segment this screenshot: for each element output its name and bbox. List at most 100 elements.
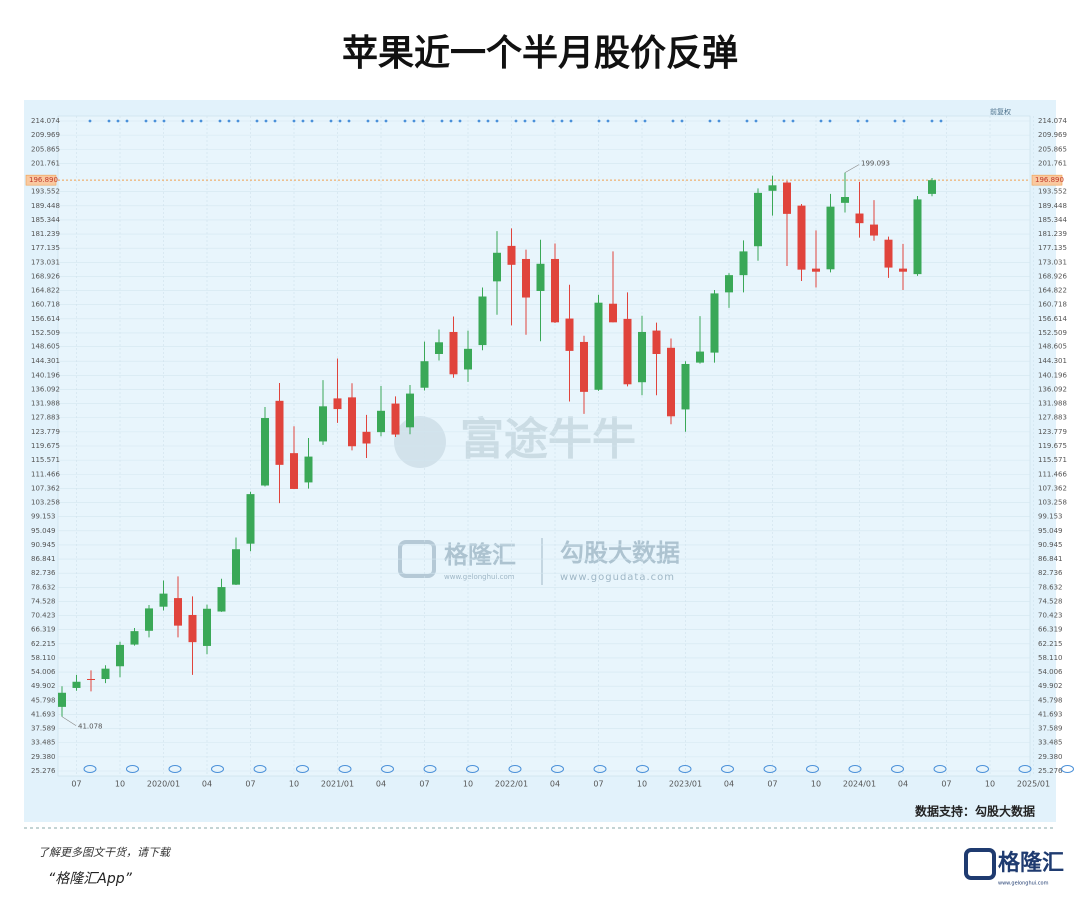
event-dot[interactable] [680, 119, 684, 123]
event-dot[interactable] [569, 119, 573, 123]
event-dot[interactable] [403, 119, 407, 123]
event-dot[interactable] [634, 119, 638, 123]
event-dot[interactable] [708, 119, 712, 123]
event-dot[interactable] [421, 119, 425, 123]
last-price-box [1031, 174, 1063, 186]
event-icon[interactable] [891, 765, 904, 773]
event-icon[interactable] [806, 765, 819, 773]
event-icon[interactable] [466, 765, 479, 773]
event-icon[interactable] [848, 765, 862, 773]
event-dot[interactable] [310, 119, 314, 123]
event-dot[interactable] [865, 119, 869, 123]
event-dot[interactable] [125, 119, 129, 123]
y-tick-label: 201.761 [31, 159, 60, 167]
event-dot[interactable] [782, 119, 786, 123]
event-dot[interactable] [745, 119, 749, 123]
event-dot[interactable] [384, 119, 388, 123]
event-dot[interactable] [144, 119, 148, 123]
event-dot[interactable] [236, 119, 240, 123]
event-dot[interactable] [606, 119, 610, 123]
event-dot[interactable] [930, 119, 934, 123]
event-dot[interactable] [532, 119, 536, 123]
event-icon[interactable] [763, 765, 777, 773]
event-dot[interactable] [902, 119, 906, 123]
event-icon[interactable] [636, 765, 649, 773]
candle-body [406, 393, 414, 428]
event-dot[interactable] [227, 119, 231, 123]
event-dot[interactable] [329, 119, 333, 123]
event-dot[interactable] [819, 119, 823, 123]
event-dot[interactable] [939, 119, 943, 123]
y-tick-label: 33.485 [1038, 739, 1063, 747]
event-dot[interactable] [754, 119, 758, 123]
event-dot[interactable] [375, 119, 379, 123]
event-dot[interactable] [255, 119, 259, 123]
event-dot[interactable] [116, 119, 120, 123]
event-dot[interactable] [486, 119, 490, 123]
event-dot[interactable] [477, 119, 481, 123]
event-dot[interactable] [449, 119, 453, 123]
event-dot[interactable] [514, 119, 518, 123]
event-dot[interactable] [88, 119, 92, 123]
event-dot[interactable] [264, 119, 268, 123]
event-dot[interactable] [523, 119, 527, 123]
candle-body [565, 318, 574, 351]
event-icon[interactable] [678, 765, 692, 773]
adjust-mode[interactable]: 前复权 [990, 107, 1011, 116]
event-icon[interactable] [296, 765, 309, 773]
event-dot[interactable] [162, 119, 166, 123]
event-icon[interactable] [1061, 765, 1074, 773]
event-icon[interactable] [508, 765, 522, 773]
event-dot[interactable] [597, 119, 601, 123]
event-dot[interactable] [181, 119, 185, 123]
watermark-glh-url: www.gelonghui.com [444, 573, 515, 581]
event-dot[interactable] [107, 119, 111, 123]
event-dot[interactable] [856, 119, 860, 123]
event-icon[interactable] [551, 765, 564, 773]
event-dot[interactable] [292, 119, 296, 123]
event-icon[interactable] [253, 765, 267, 773]
event-icon[interactable] [1018, 765, 1032, 773]
event-icon[interactable] [423, 765, 437, 773]
event-icon[interactable] [211, 765, 224, 773]
event-dot[interactable] [190, 119, 194, 123]
event-dot[interactable] [458, 119, 462, 123]
event-dot[interactable] [338, 119, 342, 123]
event-dot[interactable] [218, 119, 222, 123]
event-dot[interactable] [301, 119, 305, 123]
event-dot[interactable] [153, 119, 157, 123]
event-icon[interactable] [83, 765, 97, 773]
event-icon[interactable] [593, 765, 607, 773]
event-icon[interactable] [338, 765, 352, 773]
event-icon[interactable] [126, 765, 139, 773]
y-tick-label: 144.301 [31, 357, 60, 365]
event-dot[interactable] [643, 119, 647, 123]
y-tick-label: 54.006 [1038, 668, 1063, 676]
event-icon[interactable] [168, 765, 182, 773]
event-dot[interactable] [412, 119, 416, 123]
y-tick-label: 152.509 [31, 329, 60, 337]
y-tick-label: 131.988 [1038, 400, 1067, 408]
event-dot[interactable] [791, 119, 795, 123]
event-dot[interactable] [495, 119, 499, 123]
event-dot[interactable] [273, 119, 277, 123]
event-dot[interactable] [717, 119, 721, 123]
event-dot[interactable] [347, 119, 351, 123]
event-dot[interactable] [551, 119, 555, 123]
event-dot[interactable] [828, 119, 832, 123]
event-dot[interactable] [440, 119, 444, 123]
event-icon[interactable] [933, 765, 947, 773]
event-icon[interactable] [381, 765, 394, 773]
candle-body [188, 614, 197, 643]
y-tick-label: 82.736 [31, 569, 56, 577]
event-icon[interactable] [721, 765, 734, 773]
event-dot[interactable] [199, 119, 203, 123]
event-dot[interactable] [366, 119, 370, 123]
event-dot[interactable] [671, 119, 675, 123]
event-icon[interactable] [976, 765, 989, 773]
event-dot[interactable] [893, 119, 897, 123]
y-tick-label: 127.883 [31, 414, 60, 422]
y-tick-label: 177.135 [1038, 244, 1067, 252]
footer-line1: 了解更多图文干货，请下载 [38, 846, 172, 859]
event-dot[interactable] [560, 119, 564, 123]
